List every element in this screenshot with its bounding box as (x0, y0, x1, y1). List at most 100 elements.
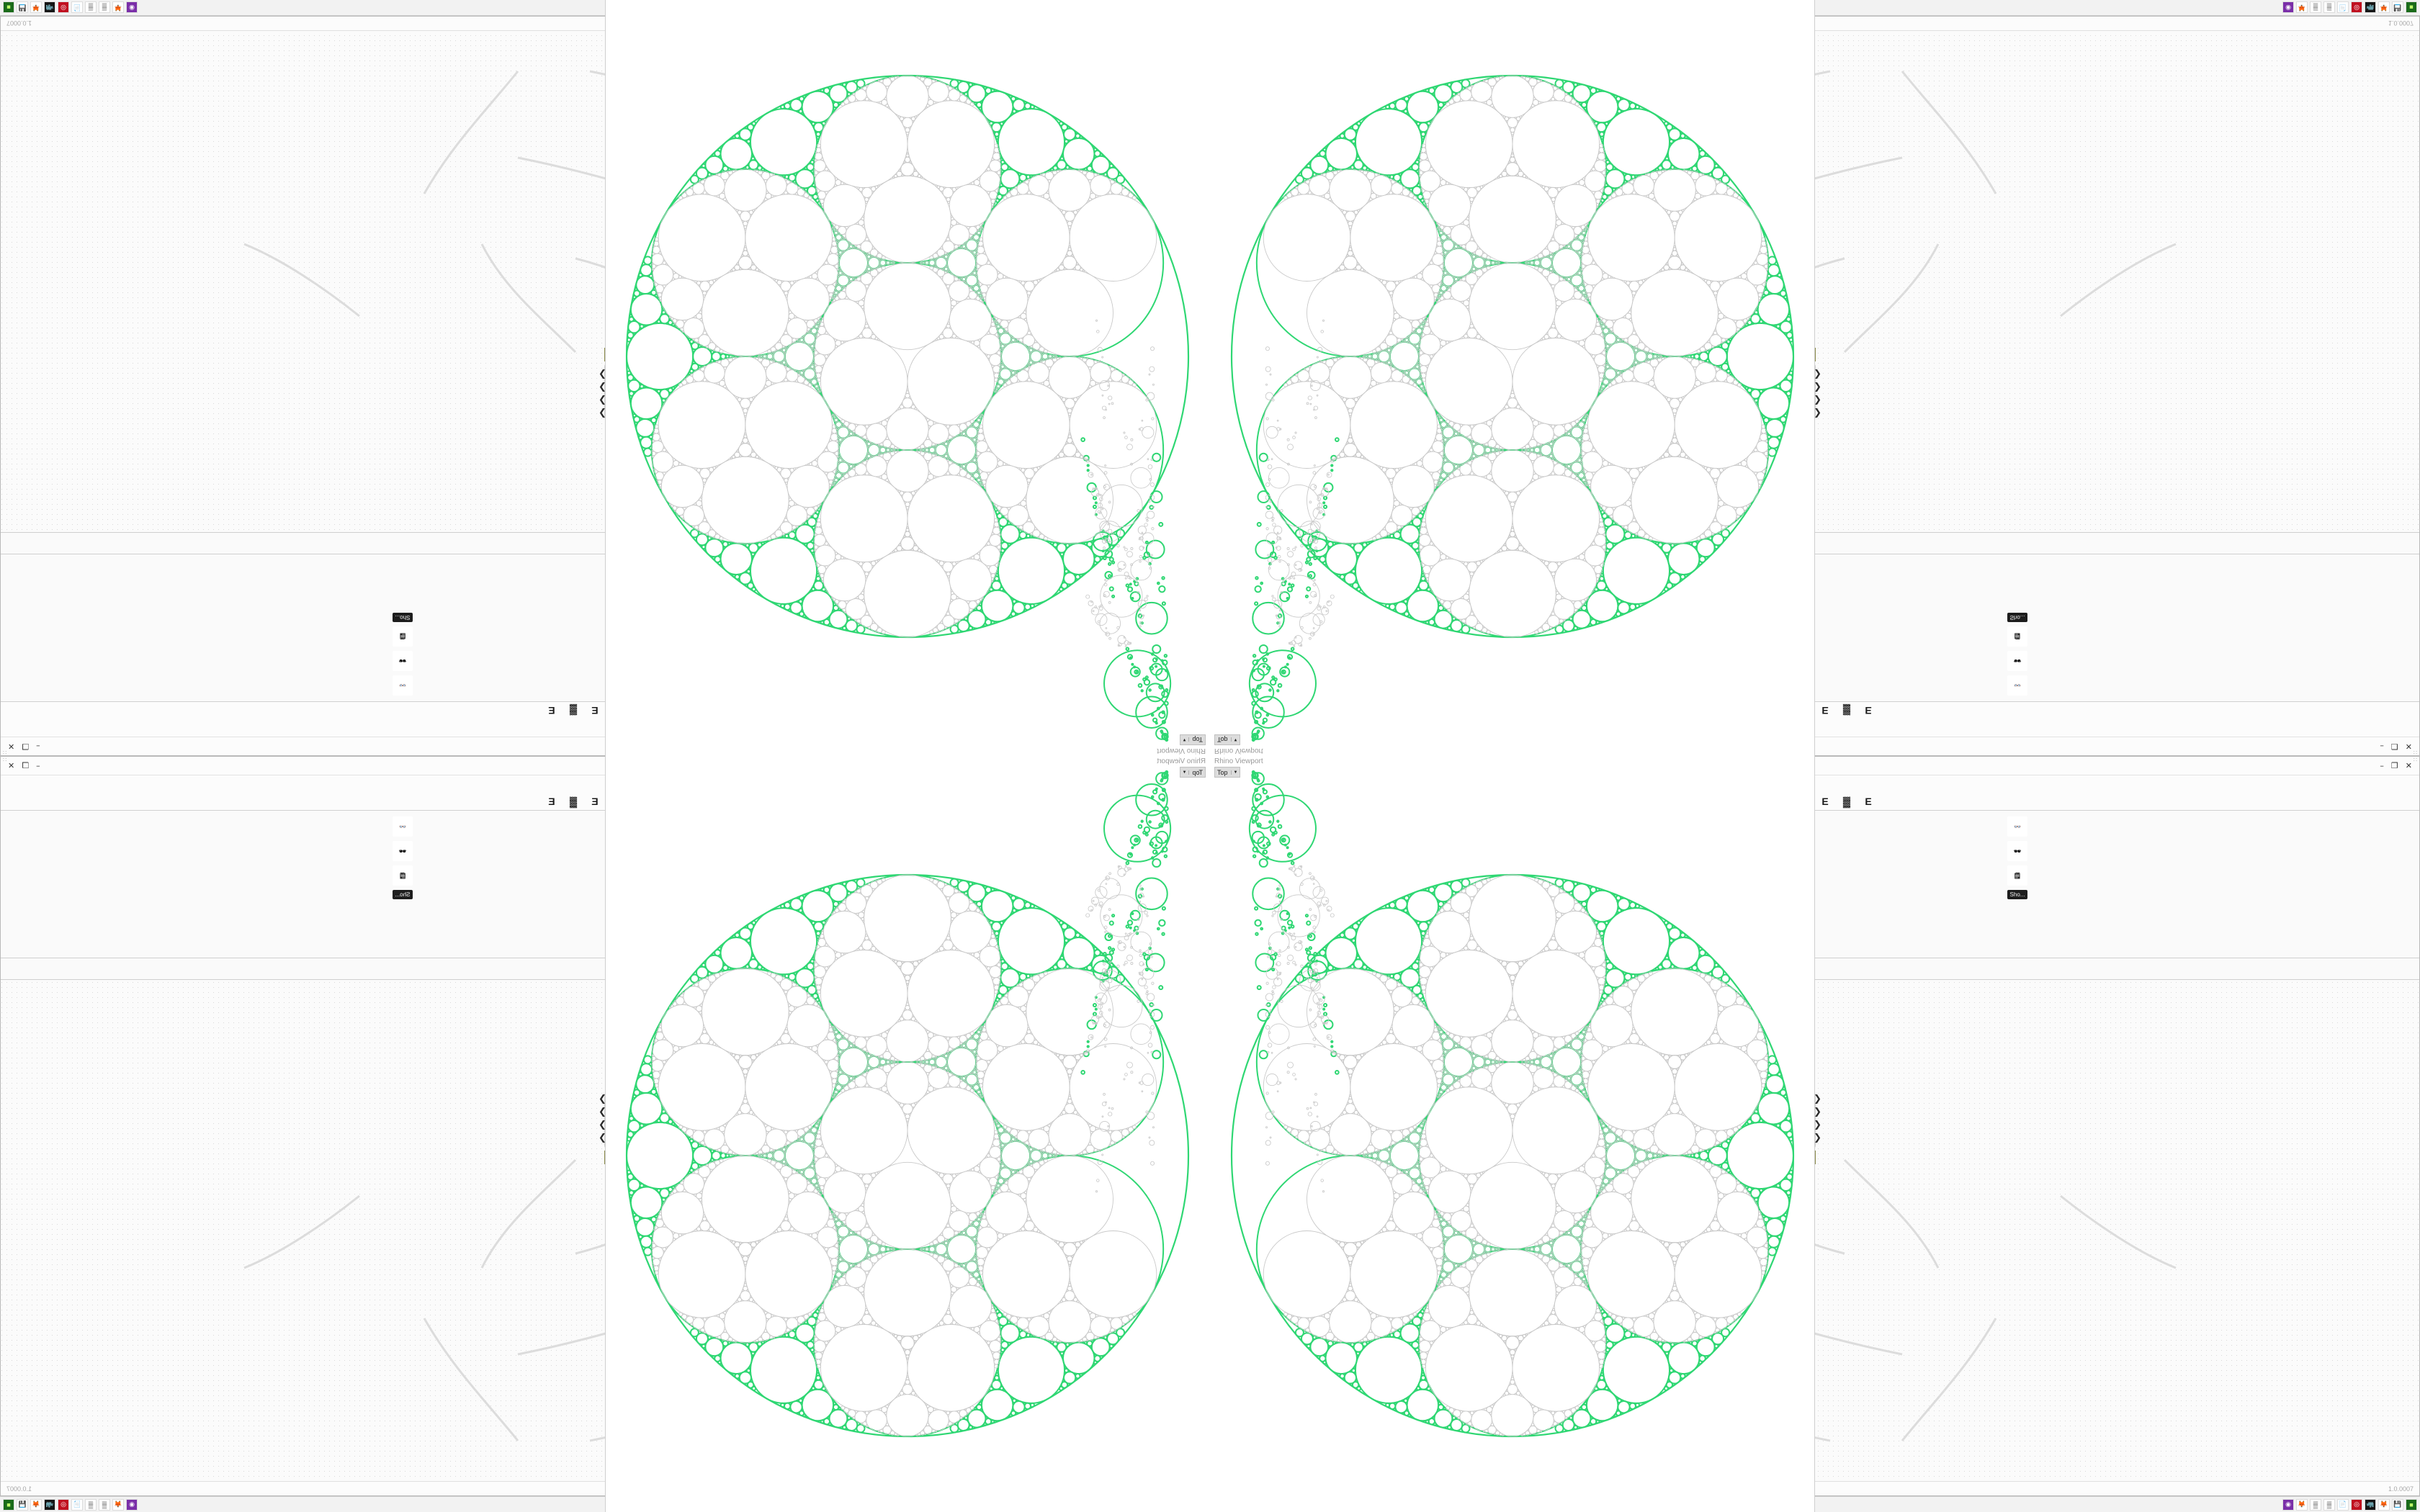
glasses-icon-2[interactable]: 🕶 (2007, 841, 2027, 861)
taskbar-icon-green-app[interactable]: ■ (2406, 1, 2417, 14)
taskbar-icon-purple-app[interactable]: ◉ (2282, 1498, 2294, 1511)
taskbar-icon-rhino[interactable]: 🦏 (2365, 1, 2376, 14)
taskbar-icon-firefox-1[interactable]: 🦊 (2296, 1, 2308, 14)
rhino-viewport-bottom-left[interactable]: Rhino Viewport Top ▼ (605, 756, 1210, 1512)
dots-tab[interactable]: ▓ (563, 702, 584, 720)
glasses-icon-2[interactable]: 🕶 (393, 651, 413, 671)
dots-tab[interactable]: ▓ (563, 792, 584, 810)
close-button[interactable]: ✕ (2405, 742, 2412, 751)
output-socket[interactable]: ❯ (1814, 1133, 1821, 1143)
resize-grip[interactable]: ∷ (2413, 749, 2416, 755)
e-tab-2[interactable]: E (1814, 702, 1836, 720)
viewport-title: Rhino Viewport (1157, 757, 1206, 765)
taskbar-icon-floppy-blue[interactable]: 💾 (17, 1, 28, 14)
output-socket[interactable]: ❯ (1814, 1107, 1821, 1117)
panel-icon[interactable]: 🗒 (2007, 865, 2027, 886)
close-button[interactable]: ✕ (2405, 761, 2412, 770)
e-tab-3[interactable]: E (541, 792, 563, 810)
version-label: 1.0.0007 (6, 19, 32, 27)
taskbar-icon-firefox-2[interactable]: 🦊 (30, 1, 42, 14)
dots-tab[interactable]: ▓ (1836, 702, 1857, 720)
taskbar-icon-floppy-blue[interactable]: 💾 (2392, 1, 2403, 14)
taskbar-icon-notepad[interactable]: 📄 (71, 1498, 83, 1511)
viewport-title: Rhino Viewport (1214, 757, 1263, 765)
taskbar-icon-purple-app[interactable]: ◉ (126, 1498, 138, 1511)
glasses-icon-1[interactable]: 👓 (393, 816, 413, 837)
e-tab-2[interactable]: E (584, 792, 606, 810)
glasses-icon-1[interactable]: 👓 (2007, 816, 2027, 837)
e-tab-2[interactable]: E (1814, 792, 1836, 810)
chevron-down-icon[interactable]: ▼ (1230, 737, 1238, 742)
viewport-mode-dropdown[interactable]: Top ▼ (1214, 767, 1241, 778)
output-socket[interactable]: ❯ (1814, 1120, 1821, 1130)
viewport-mode-dropdown[interactable]: Top ▼ (1179, 767, 1206, 778)
glasses-icon-2[interactable]: 🕶 (393, 841, 413, 861)
taskbar-icon-green-app[interactable]: ■ (2406, 1498, 2417, 1511)
viewport-mode-dropdown[interactable]: Top ▼ (1179, 734, 1206, 745)
taskbar-icon-firefox-1[interactable]: 🦊 (2296, 1498, 2308, 1511)
minimize-button[interactable]: – (36, 761, 40, 770)
taskbar-icon-maze-1[interactable]: ▒ (2310, 1, 2321, 14)
maximize-button[interactable]: ❐ (2390, 742, 2398, 751)
maximize-button[interactable]: ❐ (22, 761, 30, 770)
glasses-icon-1[interactable]: 👓 (2007, 675, 2027, 696)
panel-icon[interactable]: 🗒 (393, 865, 413, 886)
taskbar-icon-notepad[interactable]: 📄 (2337, 1, 2349, 14)
close-button[interactable]: ✕ (8, 742, 15, 751)
taskbar-icon-purple-app[interactable]: ◉ (126, 1, 138, 14)
resize-grip[interactable]: ∷ (4, 757, 7, 763)
chevron-down-icon[interactable]: ▼ (1182, 770, 1190, 775)
taskbar-icon-rhino[interactable]: 🦏 (44, 1, 55, 14)
minimize-button[interactable]: – (2380, 761, 2384, 770)
taskbar-icon-floppy-blue[interactable]: 💾 (17, 1498, 28, 1511)
resize-grip[interactable]: ∷ (4, 749, 7, 755)
glasses-icon-2[interactable]: 🕶 (2007, 651, 2027, 671)
e-tab-3[interactable]: E (541, 702, 563, 720)
resize-grip[interactable]: ∷ (2413, 757, 2417, 763)
taskbar-icon-green-app[interactable]: ■ (3, 1498, 14, 1511)
chevron-down-icon[interactable]: ▼ (1230, 770, 1237, 775)
e-tab-2[interactable]: E (584, 702, 606, 720)
minimize-button[interactable]: – (36, 742, 40, 751)
taskbar-icon-notepad[interactable]: 📄 (2337, 1498, 2349, 1511)
taskbar-icon-notepad[interactable]: 📄 (71, 1, 83, 14)
panel-icon[interactable]: 🗒 (393, 626, 413, 647)
maximize-button[interactable]: ❐ (2390, 761, 2398, 770)
viewport-mode-dropdown[interactable]: Top ▼ (1214, 734, 1241, 745)
taskbar-icon-maze-1[interactable]: ▒ (99, 1, 110, 14)
taskbar-icon-firefox-1[interactable]: 🦊 (112, 1498, 124, 1511)
chevron-down-icon[interactable]: ▼ (1182, 737, 1190, 742)
taskbar-icon-floppy-blue[interactable]: 💾 (2392, 1498, 2403, 1511)
dots-tab[interactable]: ▓ (1836, 792, 1857, 810)
close-button[interactable]: ✕ (8, 761, 15, 770)
taskbar-icon-rhino[interactable]: 🦏 (44, 1498, 55, 1511)
rhino-viewport-top-right[interactable]: Rhino Viewport Top ▼ (1210, 0, 1815, 756)
taskbar-icon-firefox-2[interactable]: 🦊 (2378, 1, 2390, 14)
minimize-button[interactable]: – (2380, 742, 2384, 751)
taskbar-icon-maze-2[interactable]: ▒ (85, 1498, 97, 1511)
rhino-viewport-bottom-right[interactable]: Rhino Viewport Top ▼ (1210, 756, 1815, 1512)
output-socket[interactable]: ❯ (1814, 1094, 1821, 1104)
taskbar-icon-rhino[interactable]: 🦏 (2365, 1498, 2376, 1511)
taskbar-icon-maze-2[interactable]: ▒ (2323, 1498, 2335, 1511)
taskbar-icon-maze-1[interactable]: ▒ (2310, 1498, 2321, 1511)
taskbar-icon-maze-1[interactable]: ▒ (99, 1498, 110, 1511)
maximize-button[interactable]: ❐ (22, 742, 30, 751)
taskbar-icon-red-app[interactable]: ◎ (58, 1, 69, 14)
taskbar-icon-red-app[interactable]: ◎ (2351, 1498, 2362, 1511)
taskbar-icon-firefox-1[interactable]: 🦊 (112, 1, 124, 14)
glasses-icon-1[interactable]: 👓 (393, 675, 413, 696)
taskbar-icon-maze-2[interactable]: ▒ (85, 1, 97, 14)
e-tab-3[interactable]: E (1857, 792, 1879, 810)
taskbar-icon-firefox-2[interactable]: 🦊 (2378, 1498, 2390, 1511)
e-tab-3[interactable]: E (1857, 702, 1879, 720)
taskbar-icon-purple-app[interactable]: ◉ (2282, 1, 2294, 14)
taskbar-icon-red-app[interactable]: ◎ (58, 1498, 69, 1511)
viewport-divider (1814, 756, 1815, 1512)
panel-icon[interactable]: 🗒 (2007, 626, 2027, 647)
taskbar-icon-maze-2[interactable]: ▒ (2323, 1, 2335, 14)
taskbar-icon-firefox-2[interactable]: 🦊 (30, 1498, 42, 1511)
taskbar-icon-green-app[interactable]: ■ (3, 1, 14, 14)
rhino-viewport-top-left[interactable]: Rhino Viewport Top ▼ (605, 0, 1210, 756)
taskbar-icon-red-app[interactable]: ◎ (2351, 1, 2362, 14)
